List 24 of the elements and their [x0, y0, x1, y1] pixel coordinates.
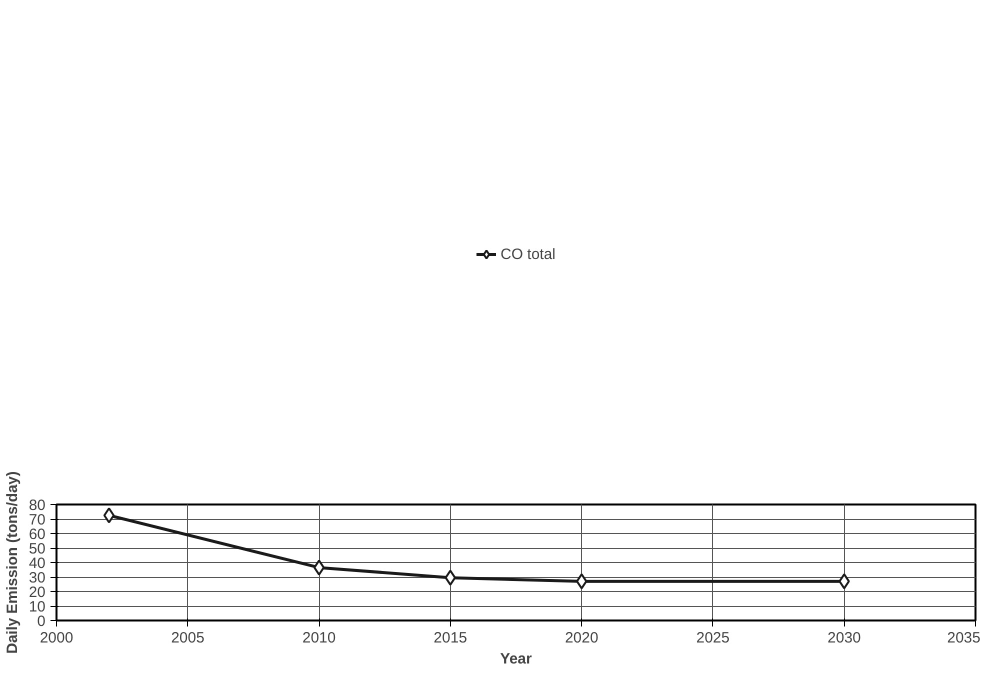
legend-label: CO total — [500, 246, 556, 262]
x-tick-label: 2035 — [947, 630, 981, 646]
y-tick-label: 20 — [28, 584, 46, 601]
y-tick-label: 0 — [37, 613, 46, 630]
x-axis-title: Year — [500, 650, 532, 668]
y-tick-label: 60 — [28, 526, 46, 543]
x-tick-label: 2030 — [828, 630, 861, 646]
y-axis-title: Daily Emission (tons/day) — [4, 471, 21, 654]
y-tick-label: 30 — [28, 570, 46, 586]
y-tick-label: 40 — [28, 555, 46, 572]
y-tick-label: 80 — [28, 497, 46, 514]
point — [103, 507, 115, 524]
y-tick-label: 50 — [28, 540, 46, 558]
x-tick-label: 2005 — [171, 630, 204, 646]
x-tick-label: 2000 — [40, 630, 74, 646]
x-tick-label: 2015 — [434, 630, 468, 646]
y-tick-label: 10 — [28, 598, 46, 616]
point — [313, 560, 325, 576]
point — [576, 573, 588, 590]
x-tick-label: 2020 — [564, 630, 598, 646]
point — [444, 570, 456, 586]
x-tick-label: 2025 — [696, 630, 730, 646]
y-tick-label: 70 — [28, 512, 46, 528]
x-tick-label: 2010 — [302, 630, 336, 646]
